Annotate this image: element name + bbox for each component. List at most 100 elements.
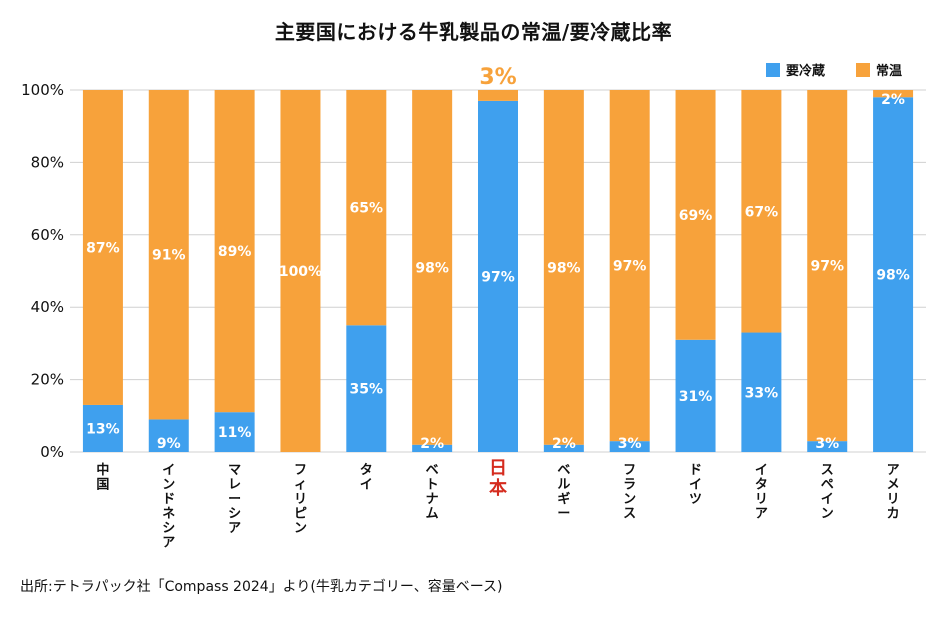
category-char: 中 [96,462,109,478]
bar-refrigerated [873,97,914,453]
bar-refrigerated [346,325,387,452]
category-char: イ [162,463,175,478]
category-char: イ [689,478,702,493]
value-label-ambient: 65% [350,201,384,217]
category-label: ベトナム [426,463,439,522]
value-label-refrigerated: 33% [745,385,779,401]
category-label: 中国 [96,462,109,493]
category-char: ス [623,507,636,522]
category-char: ト [426,478,439,493]
category-char: ア [228,521,241,536]
category-char: ム [426,507,439,522]
category-label: タイ [360,463,373,493]
bar-refrigerated [148,419,189,452]
value-labels: 13% 87% 9% 91% 11% 89% 100% 35% 65% 2% 98% 97% 3% 2% 9… [86,65,910,452]
legend-label: 常温 [876,63,902,79]
value-label-refrigerated: 2% [420,436,444,452]
category-char: ン [294,521,307,536]
value-label-refrigerated: 31% [679,389,713,405]
category-char: イ [821,492,834,507]
category-label: インドネシア [162,463,175,551]
bar-ambient [807,90,848,442]
category-char: ド [689,463,702,478]
value-label-refrigerated: 11% [218,425,252,441]
category-char: 日 [489,458,507,479]
bar-ambient [412,90,453,445]
value-label-ambient: 91% [152,248,186,264]
bar-ambient [478,90,518,101]
category-label: ドイツ [689,463,702,507]
category-char: ネ [162,507,175,522]
legend-swatch [856,63,870,77]
bar-ambient [609,90,650,442]
y-tick-label: 20% [31,371,64,389]
bar-refrigerated [478,100,518,453]
bar-refrigerated [675,339,716,452]
bar-ambient [82,90,123,405]
value-label-refrigerated: 98% [876,268,910,284]
category-char: ド [162,492,175,507]
category-char: ン [623,492,636,507]
category-char: タ [360,463,373,478]
value-label-refrigerated: 2% [552,436,576,452]
value-label-ambient: 69% [679,208,713,224]
bar-refrigerated [609,441,650,452]
value-label-ambient: 98% [415,260,449,276]
value-label-ambient: 87% [86,240,120,256]
category-char: リ [755,492,768,507]
value-label-refrigerated: 3% [815,436,839,452]
bar-ambient [675,90,716,340]
category-char: ピ [294,507,307,522]
y-axis-ticks: 0% 20% 40% 60% 80% 100% [21,81,64,461]
legend: 要冷蔵 常温 [766,63,902,79]
category-char: ベ [557,463,570,478]
category-char: 国 [96,478,109,493]
value-label-refrigerated: 13% [86,421,120,437]
value-label-ambient: 97% [810,259,844,275]
category-label: ベルギー [557,463,570,522]
value-label-refrigerated: 9% [157,436,181,452]
category-char: ー [557,507,570,522]
bar-ambient [741,90,782,333]
category-char: ツ [689,492,702,507]
category-label: フランス [623,463,636,522]
y-tick-label: 80% [31,153,64,171]
category-char: ラ [623,478,636,493]
category-char: ペ [821,478,834,493]
bar-refrigerated [82,404,123,452]
value-label-refrigerated: 3% [618,436,642,452]
bar-refrigerated [807,441,848,452]
category-char: タ [755,478,768,493]
value-label-refrigerated: 35% [350,382,384,398]
category-char: レ [228,478,241,493]
value-label-ambient: 100% [279,264,322,280]
category-label: マレーシア [228,463,241,536]
category-char: マ [228,463,241,478]
y-tick-label: 0% [40,443,64,461]
chart-title: 主要国における牛乳製品の常温/要冷蔵比率 [274,20,673,44]
value-label-ambient: 97% [613,259,647,275]
category-char: ン [821,507,834,522]
category-char: メ [887,478,900,493]
category-char: ギ [557,491,570,507]
category-char: リ [294,492,307,507]
category-char: ア [755,507,768,522]
value-label-refrigerated: 97% [481,269,515,285]
category-char: ン [162,478,175,493]
category-char: シ [162,521,175,536]
bar-ambient [214,90,255,413]
value-label-ambient: 67% [745,204,779,220]
category-char: カ [887,507,900,522]
value-label-ambient: 89% [218,244,252,260]
category-char: ア [162,536,175,551]
value-label-ambient: 3% [479,65,516,90]
category-label: フィリピン [294,463,307,536]
category-char: ル [557,478,570,493]
category-label: イタリア [755,463,768,522]
bar-ambient [346,90,387,326]
value-label-ambient: 98% [547,260,581,276]
category-char: リ [887,492,900,507]
bar-refrigerated [543,444,584,452]
legend-label: 要冷蔵 [786,63,825,79]
source-note: 出所:テトラパック社「Compass 2024」より(牛乳カテゴリー、容量ベース… [20,579,503,595]
